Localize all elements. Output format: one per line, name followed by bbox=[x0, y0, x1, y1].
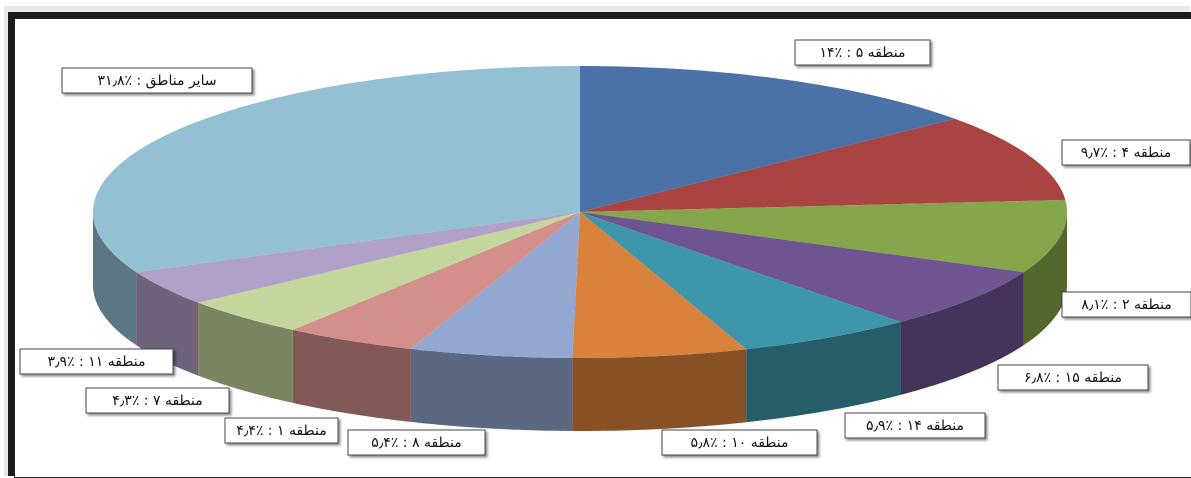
pie-side-6 bbox=[410, 348, 573, 431]
slice-label-box-9 bbox=[19, 348, 174, 375]
slice-label-10: سایر مناطق : ٪۳۱٫۸ bbox=[61, 67, 253, 94]
pie-sides bbox=[93, 212, 1067, 431]
slice-label-text-1: منطقه ۴ : ٪۹٫۷ bbox=[1081, 145, 1172, 161]
slice-label-text-6: منطقه ۸ : ٪۵٫۴ bbox=[371, 435, 462, 451]
pie-slice-2 bbox=[580, 199, 1067, 273]
slice-label-box-1 bbox=[1061, 139, 1191, 166]
slice-label-text-8: منطقه ۷ : ٪۴٫۳ bbox=[112, 393, 203, 409]
slice-label-6: منطقه ۸ : ٪۵٫۴ bbox=[347, 429, 486, 456]
pie-side-8 bbox=[198, 302, 293, 403]
slice-label-box-3 bbox=[997, 364, 1149, 391]
slice-label-text-2: منطقه ۲ : ٪۸٫۱ bbox=[1081, 297, 1172, 313]
slice-label-3: منطقه ۱۵ : ٪۶٫۸ bbox=[997, 364, 1149, 391]
slice-label-1: منطقه ۴ : ٪۹٫۷ bbox=[1061, 139, 1191, 166]
pie-slice-10 bbox=[93, 66, 580, 273]
pie-side-5 bbox=[572, 349, 747, 431]
pie-side-7 bbox=[292, 329, 411, 422]
chart-frame-top-edge bbox=[8, 12, 1191, 18]
pie-slice-9 bbox=[136, 212, 580, 303]
slice-label-box-0 bbox=[794, 39, 931, 66]
pie-slice-4 bbox=[580, 212, 901, 350]
slice-label-5: منطقه ۱۰ : ٪۵٫۸ bbox=[661, 429, 818, 456]
slice-label-box-6 bbox=[347, 429, 486, 456]
slice-label-box-8 bbox=[85, 387, 230, 414]
slice-label-text-7: منطقه ۱ : ٪۴٫۴ bbox=[236, 423, 327, 439]
slice-label-8: منطقه ۷ : ٪۴٫۳ bbox=[85, 387, 230, 414]
slice-label-box-10 bbox=[61, 67, 253, 94]
slice-label-text-4: منطقه ۱۴ : ٪۵٫۹ bbox=[866, 418, 964, 434]
slice-label-box-2 bbox=[1061, 291, 1191, 318]
slice-label-9: منطقه ۱۱ : ٪۳٫۹ bbox=[19, 348, 174, 375]
pie-slice-5 bbox=[572, 212, 747, 358]
slice-label-4: منطقه ۱۴ : ٪۵٫۹ bbox=[844, 412, 986, 439]
slice-label-0: منطقه ۵ : ٪۱۴ bbox=[794, 39, 931, 66]
pie-slice-3 bbox=[580, 212, 1024, 322]
pie-slice-0 bbox=[580, 66, 955, 212]
pie-labels: منطقه ۵ : ٪۱۴ منطقه ۴ : ٪۹٫۷ منطقه ۲ : ٪۸٫… bbox=[19, 39, 1191, 456]
pie-side-2 bbox=[1023, 212, 1067, 346]
pie-slice-7 bbox=[292, 212, 580, 349]
pie-tops bbox=[93, 66, 1067, 358]
slice-label-text-5: منطقه ۱۰ : ٪۵٫۸ bbox=[690, 435, 788, 451]
slice-label-7: منطقه ۱ : ٪۴٫۴ bbox=[224, 417, 339, 444]
slice-label-text-3: منطقه ۱۵ : ٪۶٫۸ bbox=[1024, 370, 1122, 386]
slice-label-text-9: منطقه ۱۱ : ٪۳٫۹ bbox=[47, 354, 145, 370]
slice-label-box-5 bbox=[661, 429, 818, 456]
slice-label-box-7 bbox=[224, 417, 339, 444]
pie-slice-6 bbox=[410, 212, 580, 358]
slice-label-text-10: سایر مناطق : ٪۳۱٫۸ bbox=[97, 73, 216, 89]
pie-slice-1 bbox=[580, 118, 1066, 212]
pie-slice-8 bbox=[198, 212, 581, 330]
chart-frame-left-edge bbox=[8, 12, 14, 476]
slice-label-2: منطقه ۲ : ٪۸٫۱ bbox=[1061, 291, 1191, 318]
slice-label-text-0: منطقه ۵ : ٪۱۴ bbox=[820, 45, 906, 61]
slice-label-box-4 bbox=[844, 412, 986, 439]
pie-side-4 bbox=[746, 321, 901, 423]
pie-side-3 bbox=[900, 272, 1024, 395]
pie-side-10 bbox=[93, 212, 137, 346]
